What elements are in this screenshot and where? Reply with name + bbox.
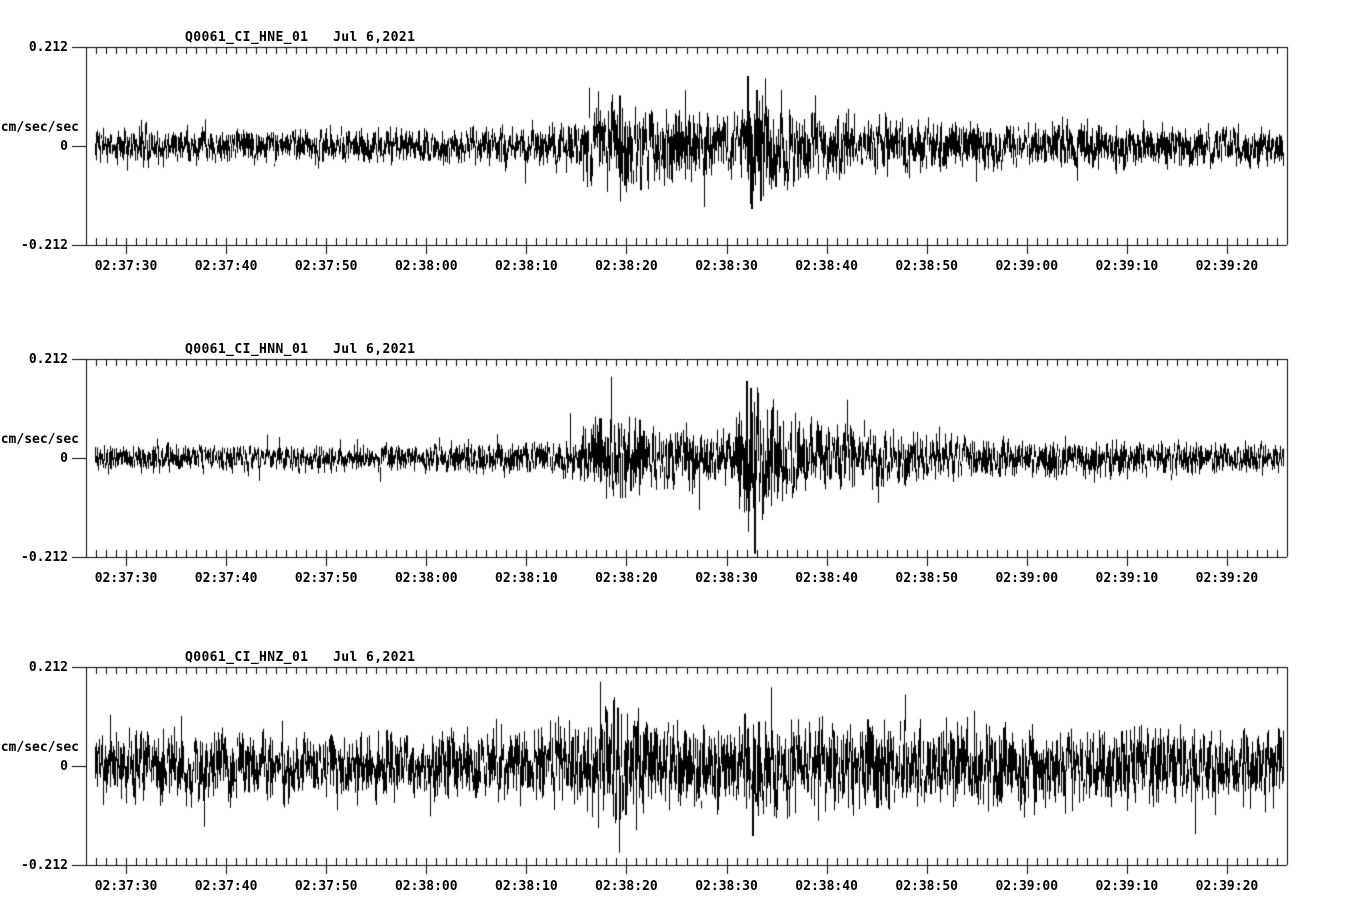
xtick-label: 02:39:20 [1195,571,1259,586]
ytick-label-max-1: 0.212 [28,352,68,367]
xtick-label: 02:39:10 [1095,259,1159,274]
xtick-label: 02:37:40 [194,879,258,894]
xtick-label: 02:38:40 [795,571,858,586]
xtick-label: 02:38:30 [695,879,758,894]
xtick-label: 02:39:00 [995,879,1059,894]
xtick-label: 02:38:10 [495,259,558,274]
xtick-label: 02:39:00 [995,259,1059,274]
seismogram-panel: Q0061_CI_HNN_01 Jul 6,2021 0.212 cm/sec/… [0,312,1358,622]
panel-title-1: Q0061_CI_HNN_01 Jul 6,2021 [185,342,416,357]
ytick-label-zero-1: 0 [60,451,68,466]
ytick-label-max-0: 0.212 [28,40,68,55]
xtick-label: 02:39:20 [1195,259,1259,274]
xtick-label: 02:37:40 [194,571,258,586]
xtick-label: 02:38:40 [795,879,858,894]
ytick-label-min-0: -0.212 [21,238,68,253]
ytick-label-min-2: -0.212 [21,858,68,873]
xtick-label: 02:38:30 [695,571,758,586]
xtick-label: 02:38:20 [595,259,658,274]
xtick-label: 02:38:50 [895,879,958,894]
xtick-label: 02:37:30 [94,879,158,894]
xtick-label: 02:38:50 [895,571,958,586]
ytick-label-zero-2: 0 [60,759,68,774]
xtick-label: 02:37:50 [294,879,358,894]
xtick-label: 02:38:10 [495,571,558,586]
xtick-label: 02:37:50 [294,571,358,586]
y-axis-unit-label-1: cm/sec/sec [0,432,79,447]
xtick-label: 02:37:50 [294,259,358,274]
xtick-label: 02:39:10 [1095,879,1159,894]
xtick-label: 02:38:50 [895,259,958,274]
y-axis-unit-label-0: cm/sec/sec [0,120,79,135]
xtick-label: 02:38:30 [695,259,758,274]
xtick-label: 02:39:10 [1095,571,1159,586]
ytick-label-min-1: -0.212 [21,550,68,565]
xtick-label: 02:38:00 [394,879,458,894]
xtick-label: 02:38:10 [495,879,558,894]
ytick-label-zero-0: 0 [60,139,68,154]
y-axis-unit-label-2: cm/sec/sec [0,740,79,755]
seismogram-panel: Q0061_CI_HNZ_01 Jul 6,2021 0.212 cm/sec/… [0,620,1358,924]
xtick-label: 02:38:20 [595,879,658,894]
xtick-label: 02:38:20 [595,571,658,586]
waveform-canvas-2 [0,620,1358,924]
xtick-label: 02:37:30 [94,571,158,586]
ytick-label-max-2: 0.212 [28,660,68,675]
xtick-label: 02:39:00 [995,571,1059,586]
xtick-label: 02:38:40 [795,259,858,274]
xtick-label: 02:37:30 [94,259,158,274]
panel-title-0: Q0061_CI_HNE_01 Jul 6,2021 [185,30,416,45]
panel-title-2: Q0061_CI_HNZ_01 Jul 6,2021 [185,650,416,665]
waveform-canvas-0 [0,0,1358,310]
waveform-canvas-1 [0,312,1358,622]
seismogram-panel: Q0061_CI_HNE_01 Jul 6,2021 0.212 cm/sec/… [0,0,1358,310]
xtick-label: 02:38:00 [394,571,458,586]
xtick-label: 02:39:20 [1195,879,1259,894]
xtick-label: 02:37:40 [194,259,258,274]
xtick-label: 02:38:00 [394,259,458,274]
